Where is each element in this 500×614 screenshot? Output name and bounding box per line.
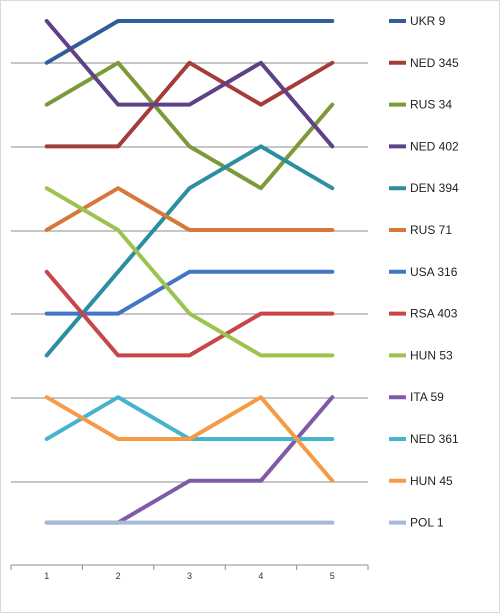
- legend-label: ITA 59: [410, 390, 444, 404]
- series-line: [44, 269, 335, 316]
- series-line: [44, 269, 335, 358]
- legend-item: RUS 34: [389, 98, 452, 112]
- x-tick-label: 1: [44, 571, 49, 581]
- x-tick-label: 4: [258, 571, 263, 581]
- legend-label: HUN 45: [410, 474, 453, 488]
- legend-item: HUN 45: [389, 474, 453, 488]
- legend-item: HUN 53: [389, 348, 453, 362]
- legend-item: RSA 403: [389, 307, 458, 321]
- legend-item: NED 361: [389, 432, 459, 446]
- legend-item: NED 402: [389, 139, 459, 153]
- legend-label: RSA 403: [410, 307, 458, 321]
- series-line: [44, 144, 335, 358]
- legend-item: USA 316: [389, 265, 458, 279]
- series-lines: [44, 19, 335, 525]
- legend-item: UKR 9: [389, 14, 446, 28]
- series-line: [44, 19, 335, 149]
- legend-item: POL 1: [389, 516, 444, 530]
- x-tick-label: 5: [330, 571, 335, 581]
- legend-label: POL 1: [410, 516, 444, 530]
- x-tick-label: 2: [116, 571, 121, 581]
- x-axis: 1 2 3 4 5: [10, 564, 369, 581]
- legend-label: NED 345: [410, 56, 459, 70]
- legend-item: RUS 71: [389, 223, 452, 237]
- legend-item: NED 345: [389, 56, 459, 70]
- legend-label: RUS 71: [410, 223, 452, 237]
- series-line: [44, 19, 335, 65]
- legend-label: RUS 34: [410, 98, 452, 112]
- legend-label: UKR 9: [410, 14, 446, 28]
- series-line: [44, 186, 335, 358]
- series-line: [44, 395, 335, 483]
- legend-label: DEN 394: [410, 181, 459, 195]
- x-tick-label: 3: [187, 571, 192, 581]
- series-line: [44, 186, 335, 232]
- legend-label: NED 361: [410, 432, 459, 446]
- series-line: [44, 60, 335, 191]
- legend-label: NED 402: [410, 139, 459, 153]
- legend-label: USA 316: [410, 265, 458, 279]
- legend-label: HUN 53: [410, 348, 453, 362]
- legend: UKR 9 NED 345 RUS 34 NED 402 DEN 394 RUS 71 US…: [389, 14, 459, 530]
- legend-item: DEN 394: [389, 181, 459, 195]
- legend-item: ITA 59: [389, 390, 444, 404]
